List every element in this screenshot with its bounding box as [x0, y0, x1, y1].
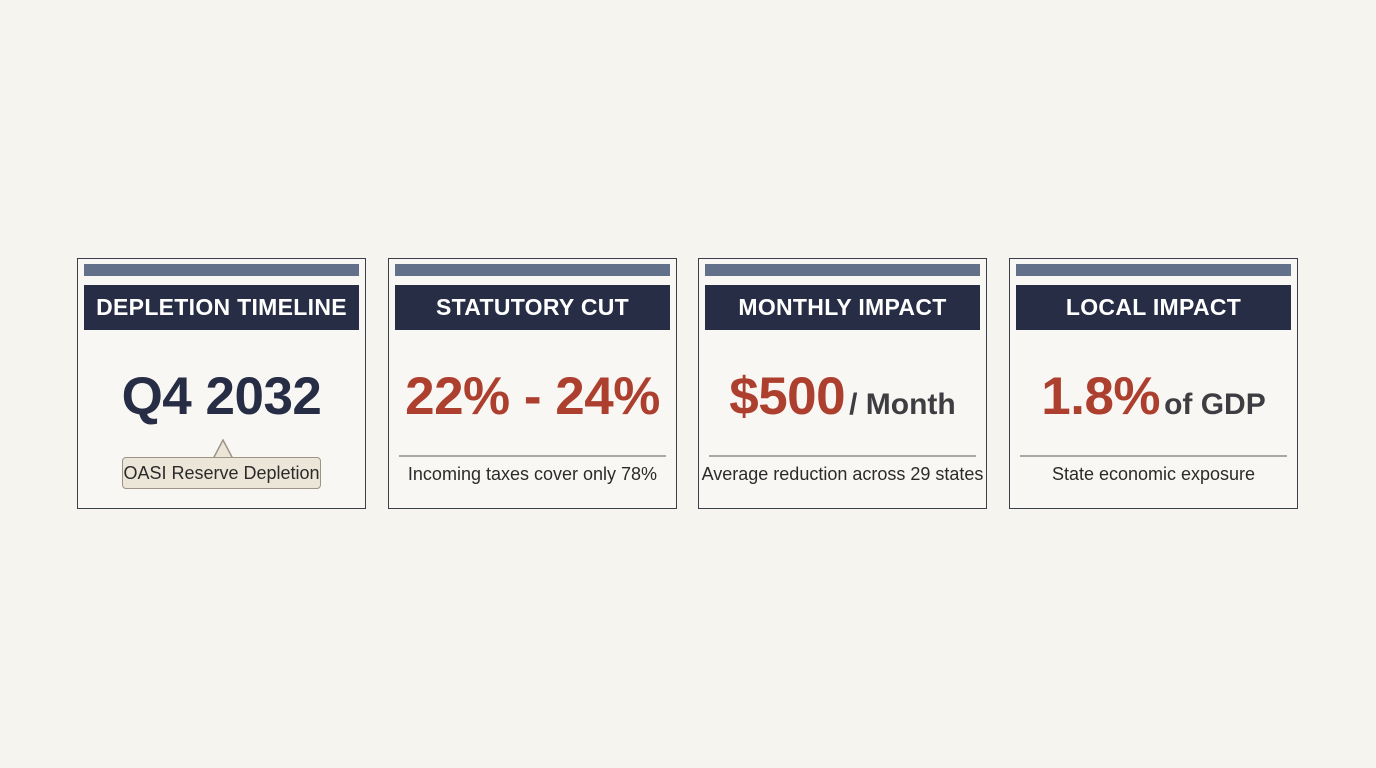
card-divider: [399, 455, 666, 457]
card-accent-bar: [395, 264, 670, 276]
depletion-tooltip: OASI Reserve Depletion: [122, 457, 321, 489]
card-monthly-impact: MONTHLY IMPACT $500/ Month Average reduc…: [698, 258, 987, 509]
stat-value: 1.8%: [1041, 367, 1161, 426]
card-stat: $500/ Month: [699, 367, 986, 427]
card-stat: 22% - 24%: [389, 367, 676, 427]
card-title: LOCAL IMPACT: [1016, 285, 1291, 330]
card-accent-bar: [705, 264, 980, 276]
card-stat: Q4 2032: [78, 367, 365, 427]
card-divider: [709, 455, 976, 457]
card-caption: Incoming taxes cover only 78%: [407, 464, 658, 484]
tooltip-pointer: [212, 439, 234, 459]
card-caption: State economic exposure: [1051, 464, 1256, 484]
card-accent-bar: [1016, 264, 1291, 276]
card-title: STATUTORY CUT: [395, 285, 670, 330]
card-accent-bar: [84, 264, 359, 276]
card-local-impact: LOCAL IMPACT 1.8% of GDP State economic e…: [1009, 258, 1298, 509]
card-title: DEPLETION TIMELINE: [84, 285, 359, 330]
card-title: MONTHLY IMPACT: [705, 285, 980, 330]
stat-unit: of GDP: [1164, 388, 1266, 421]
stat-value: Q4 2032: [121, 367, 322, 426]
stat-value: 22% - 24%: [405, 367, 660, 426]
card-divider: [1020, 455, 1287, 457]
stat-cards-row: DEPLETION TIMELINE Q4 2032 OASI Reserve …: [77, 258, 1300, 510]
stat-value: $500: [729, 367, 846, 426]
card-caption: Average reduction across 29 states: [701, 464, 984, 484]
card-depletion-timeline: DEPLETION TIMELINE Q4 2032 OASI Reserve …: [77, 258, 366, 509]
stat-unit: / Month: [849, 388, 956, 421]
card-stat: 1.8% of GDP: [1010, 367, 1297, 427]
card-statutory-cut: STATUTORY CUT 22% - 24% Incoming taxes c…: [388, 258, 677, 509]
